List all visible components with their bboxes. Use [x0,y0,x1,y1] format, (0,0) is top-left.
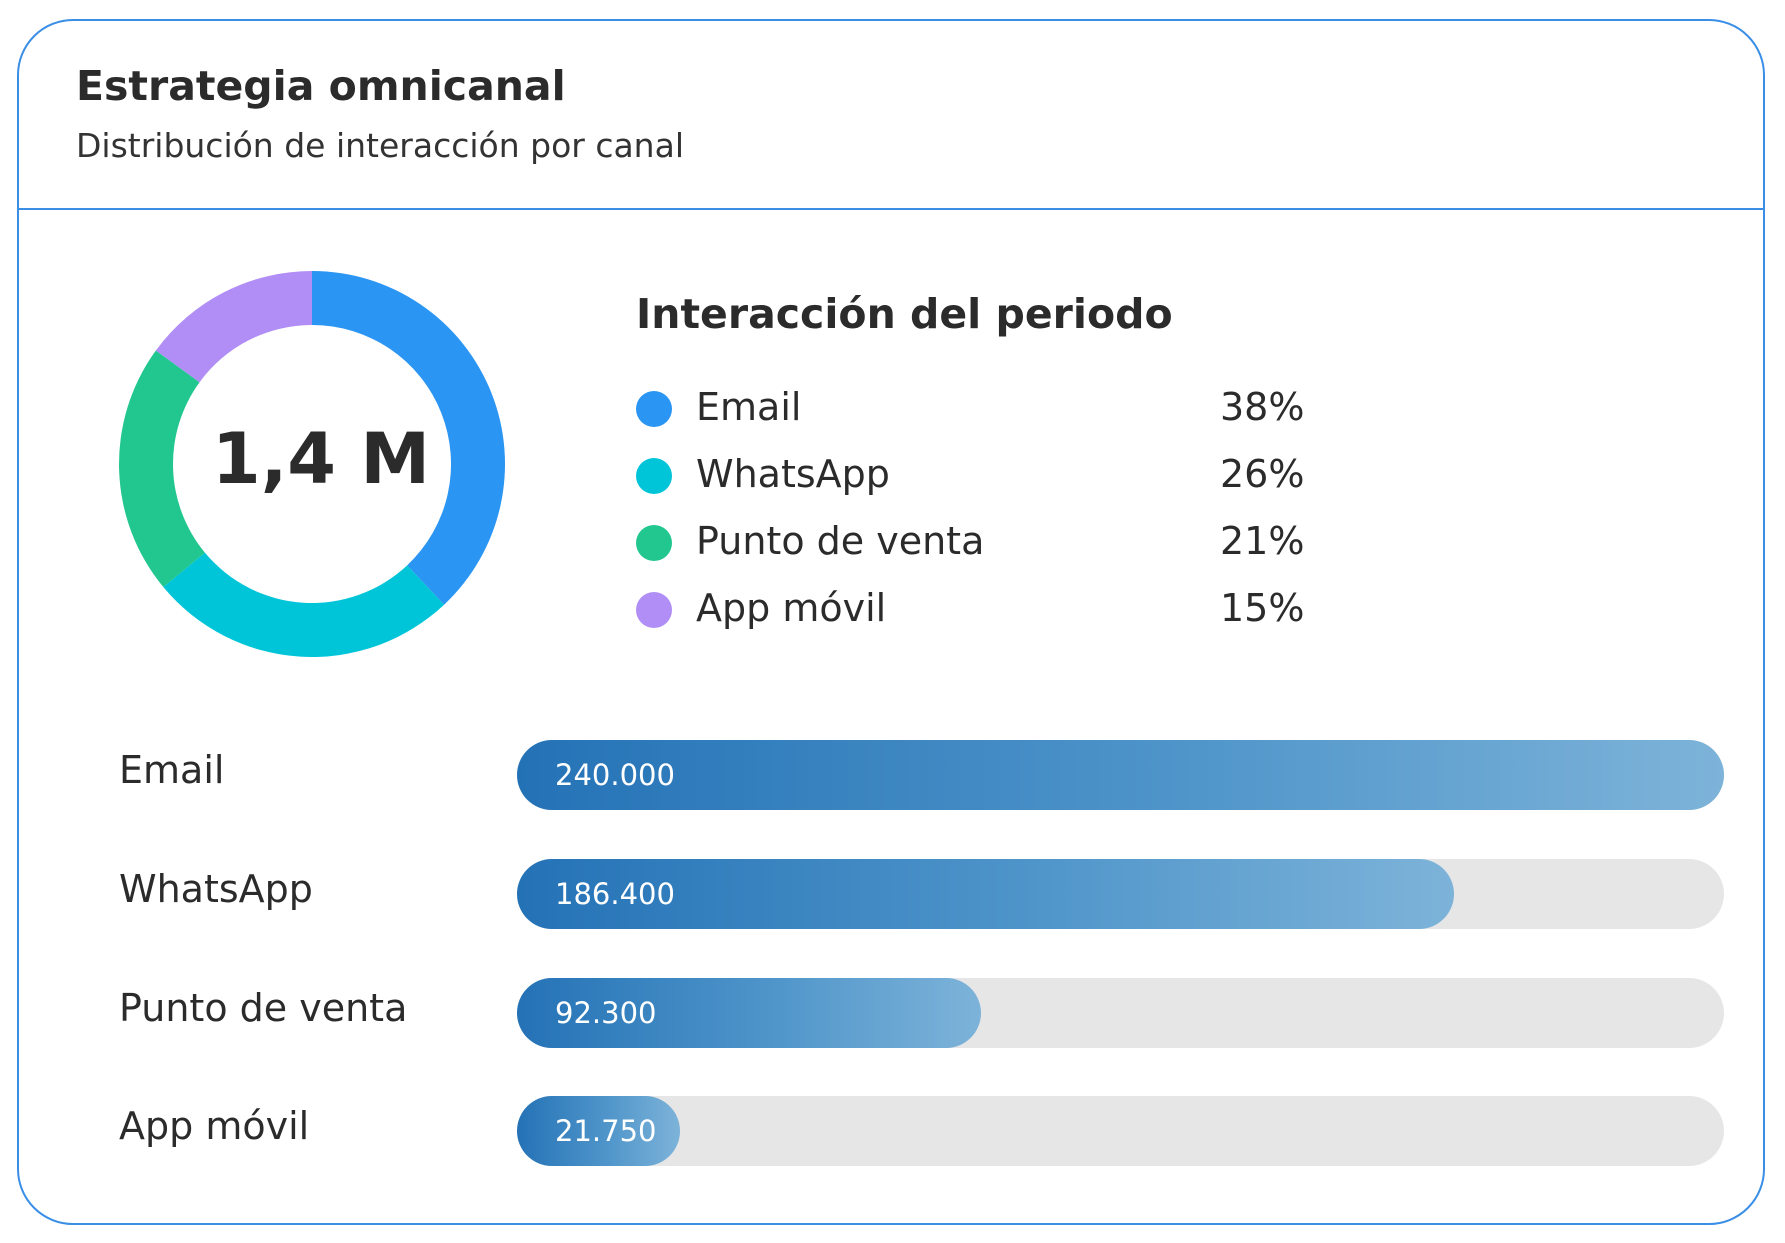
bar-punto-de-venta: 92.300 [517,978,982,1048]
donut-slice-email [312,271,505,605]
bar-label: Punto de venta [119,986,408,1030]
bar-row-email: Email 240.000 [0,740,1785,810]
legend-dot-whatsapp [636,458,672,494]
legend-title: Interacción del periodo [636,290,1173,338]
donut-chart [119,271,505,657]
legend-item-punto-de-venta: Punto de venta 21% [636,519,1336,569]
legend-label: WhatsApp [696,452,890,496]
bar-row-whatsapp: WhatsApp 186.400 [0,859,1785,929]
legend-item-app-movil: App móvil 15% [636,586,1336,636]
header-divider [17,208,1765,210]
legend-dot-punto-de-venta [636,525,672,561]
donut-slice-whatsapp [163,552,445,657]
legend-percent: 26% [1220,452,1305,496]
card-subtitle: Distribución de interacción por canal [76,126,684,165]
legend-dot-email [636,391,672,427]
bar-row-punto-de-venta: Punto de venta 92.300 [0,978,1785,1048]
donut-slice-app-m-vil [155,271,312,383]
legend-dot-app-movil [636,592,672,628]
legend-percent: 38% [1220,385,1305,429]
bar-value-label: 240.000 [555,758,675,792]
bar-track: 240.000 [517,740,1724,810]
bar-value-label: 92.300 [555,996,657,1030]
legend-label: Email [696,385,802,429]
bar-app-movil: 21.750 [517,1096,680,1166]
bar-label: WhatsApp [119,867,313,911]
card-title: Estrategia omnicanal [76,62,566,110]
legend-item-email: Email 38% [636,385,1336,435]
bar-value-label: 186.400 [555,877,675,911]
bar-label: App móvil [119,1104,310,1148]
bar-label: Email [119,748,225,792]
donut-center-total: 1,4 M [212,418,431,500]
bar-track: 92.300 [517,978,1724,1048]
legend-item-whatsapp: WhatsApp 26% [636,452,1336,502]
donut-slice-punto-de-venta [119,350,205,588]
bar-whatsapp: 186.400 [517,859,1455,929]
bar-track: 186.400 [517,859,1724,929]
bar-email: 240.000 [517,740,1724,810]
bar-value-label: 21.750 [555,1114,657,1148]
legend-label: App móvil [696,586,887,630]
legend-percent: 21% [1220,519,1305,563]
legend-label: Punto de venta [696,519,985,563]
bar-track: 21.750 [517,1096,1724,1166]
legend-percent: 15% [1220,586,1305,630]
bar-row-app-movil: App móvil 21.750 [0,1096,1785,1166]
